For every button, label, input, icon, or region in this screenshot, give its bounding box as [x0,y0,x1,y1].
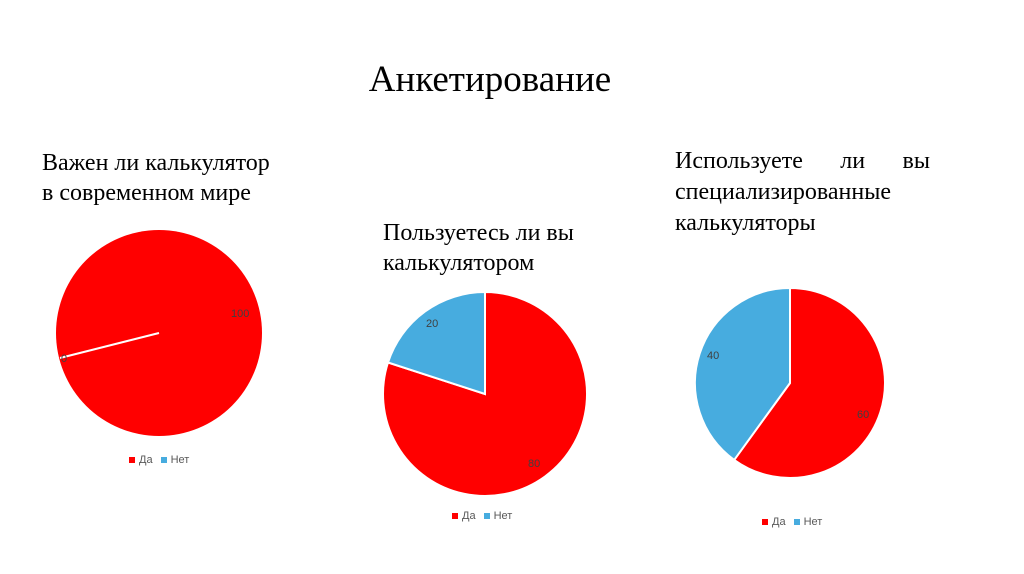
pie-1-legend: Да Нет [129,454,189,466]
question-2-title-line1: Пользуетесь ли вы [383,220,574,246]
question-3-title-line1: Используете ли вы [675,148,930,174]
legend-item-da: Да [452,510,476,522]
pie-1-label-net: 0 [61,353,67,365]
pie-3-label-da: 60 [857,409,869,421]
legend-item-net: Нет [793,516,822,528]
question-2-title-line2: калькулятором [383,250,535,276]
legend-swatch-da [452,513,458,519]
legend-swatch-net [160,457,167,463]
page-title: Анкетирование [368,59,612,100]
question-3-title-line2: специализированные [675,179,891,205]
pie-3-slice-net [694,286,791,462]
pie-chart-3: 40 60 [694,286,886,479]
pie-chart-2: 20 80 [382,290,589,497]
pie-3-label-net: 40 [707,350,719,362]
question-3-title-line3: калькуляторы [675,210,816,236]
legend-swatch-net [793,519,800,525]
pie-3-legend: Да Нет [762,516,822,528]
pie-2-label-da: 80 [528,458,540,470]
question-2-title: Пользуетесь ли вы калькулятором [383,218,613,278]
pie-3-slice-da [732,286,886,479]
legend-item-net: Нет [483,510,512,522]
legend-swatch-da [129,457,135,463]
question-1-title-line1: Важен ли калькулятор [42,150,270,176]
question-1-title: Важен ли калькулятор в современном мире [42,148,304,208]
pie-2-legend: Да Нет [452,510,512,522]
legend-item-da: Да [762,516,786,528]
question-3-title: Используете ли вы специализированные кал… [675,146,930,239]
legend-item-net: Нет [160,454,189,466]
legend-swatch-net [483,513,490,519]
legend-swatch-da [762,519,768,525]
pie-2-slice-net [386,290,486,396]
pie-2-label-net: 20 [426,318,438,330]
pie-1-label-da: 100 [231,308,249,320]
legend-item-da: Да [129,454,153,466]
pie-chart-1: 100 0 [56,230,262,436]
question-1-title-line2: в современном мире [42,180,251,206]
pie-1-slice-net-boundary [59,332,160,359]
